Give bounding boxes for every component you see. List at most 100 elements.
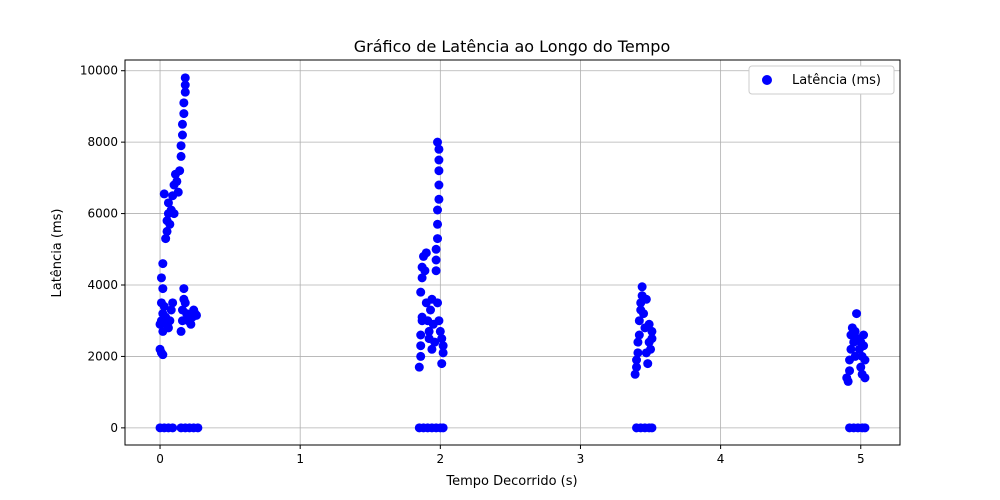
data-point [633, 337, 643, 347]
data-point [435, 326, 445, 336]
data-point [433, 298, 443, 308]
data-point [846, 344, 856, 354]
data-point [416, 330, 426, 340]
data-point [431, 255, 441, 265]
data-point [179, 284, 189, 294]
data-point [438, 348, 448, 358]
data-point [437, 359, 447, 369]
chart-title: Gráfico de Latência ao Longo do Tempo [354, 37, 670, 56]
legend-label: Latência (ms) [792, 73, 881, 88]
axis-ticks: 0 1 2 3 4 5 0 2000 4000 6000 8000 10000 [80, 64, 865, 466]
y-tick-label: 2000 [87, 349, 118, 363]
data-point [647, 423, 657, 433]
data-point [434, 194, 444, 204]
data-point [173, 187, 183, 197]
legend-box [748, 65, 895, 95]
data-point [176, 151, 186, 161]
data-point [433, 234, 443, 244]
data-point [158, 350, 168, 360]
data-point [433, 137, 443, 147]
data-point [850, 326, 860, 336]
data-point [634, 316, 644, 326]
x-tick-label: 5 [857, 452, 865, 466]
data-point [417, 273, 427, 283]
data-point [860, 355, 870, 365]
data-points [155, 73, 870, 433]
data-point [159, 189, 169, 199]
data-point [176, 326, 186, 336]
data-point [156, 273, 166, 283]
data-point [426, 305, 436, 315]
data-point [438, 423, 448, 433]
data-point [433, 219, 443, 229]
data-point [191, 310, 201, 320]
x-tick-label: 2 [437, 452, 445, 466]
data-point [433, 205, 443, 215]
x-tick-label: 1 [296, 452, 304, 466]
data-point [163, 198, 173, 208]
data-point [630, 369, 640, 379]
data-point [176, 141, 186, 151]
data-point [641, 294, 651, 304]
data-point [859, 330, 869, 340]
x-tick-label: 4 [717, 452, 725, 466]
data-point [434, 144, 444, 154]
y-tick-label: 10000 [80, 64, 118, 78]
data-point [168, 423, 178, 433]
data-point [421, 248, 431, 258]
data-point [647, 326, 657, 336]
x-tick-label: 0 [156, 452, 164, 466]
data-point [180, 87, 190, 97]
data-point [163, 323, 173, 333]
data-point [437, 334, 447, 344]
data-point [434, 155, 444, 165]
data-point [168, 298, 178, 308]
data-point [179, 109, 189, 119]
data-point [180, 73, 190, 83]
data-point [852, 309, 862, 319]
data-point [643, 359, 653, 369]
data-point [165, 219, 175, 229]
y-tick-label: 4000 [87, 278, 118, 292]
data-point [165, 316, 175, 326]
data-point [180, 298, 190, 308]
data-point [193, 423, 203, 433]
y-tick-label: 0 [110, 421, 118, 435]
data-point [856, 362, 866, 372]
data-point [420, 266, 430, 276]
data-point [166, 305, 176, 315]
data-point [158, 284, 168, 294]
data-point [179, 98, 189, 108]
x-tick-label: 3 [577, 452, 585, 466]
data-point [416, 351, 426, 361]
data-point [639, 309, 649, 319]
legend: Latência (ms) [748, 65, 895, 95]
data-point [186, 319, 196, 329]
y-axis-label: Latência (ms) [50, 209, 65, 298]
data-point [424, 326, 434, 336]
data-point [158, 259, 168, 269]
data-point [843, 376, 853, 386]
data-point [431, 266, 441, 276]
data-point [647, 334, 657, 344]
data-point [860, 373, 870, 383]
data-point [430, 337, 440, 347]
data-point [637, 282, 647, 292]
data-point [438, 341, 448, 351]
data-point [427, 344, 437, 354]
data-point [177, 130, 187, 140]
data-point [859, 341, 869, 351]
x-axis-label: Tempo Decorrido (s) [445, 474, 577, 489]
data-point [845, 366, 855, 376]
data-point [414, 362, 424, 372]
data-point [161, 234, 171, 244]
data-point [172, 176, 182, 186]
data-point [632, 355, 642, 365]
data-point [434, 316, 444, 326]
data-point [180, 80, 190, 90]
data-point [431, 244, 441, 254]
data-point [644, 319, 654, 329]
data-point [177, 119, 187, 129]
data-point [634, 330, 644, 340]
data-point [632, 362, 642, 372]
